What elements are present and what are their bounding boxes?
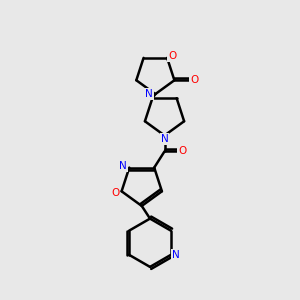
Text: O: O xyxy=(111,188,119,198)
Text: O: O xyxy=(178,146,186,156)
Text: N: N xyxy=(160,134,168,144)
Text: N: N xyxy=(119,161,127,171)
Text: N: N xyxy=(172,250,180,260)
Text: O: O xyxy=(168,51,176,62)
Text: N: N xyxy=(145,89,153,99)
Text: O: O xyxy=(190,75,199,85)
